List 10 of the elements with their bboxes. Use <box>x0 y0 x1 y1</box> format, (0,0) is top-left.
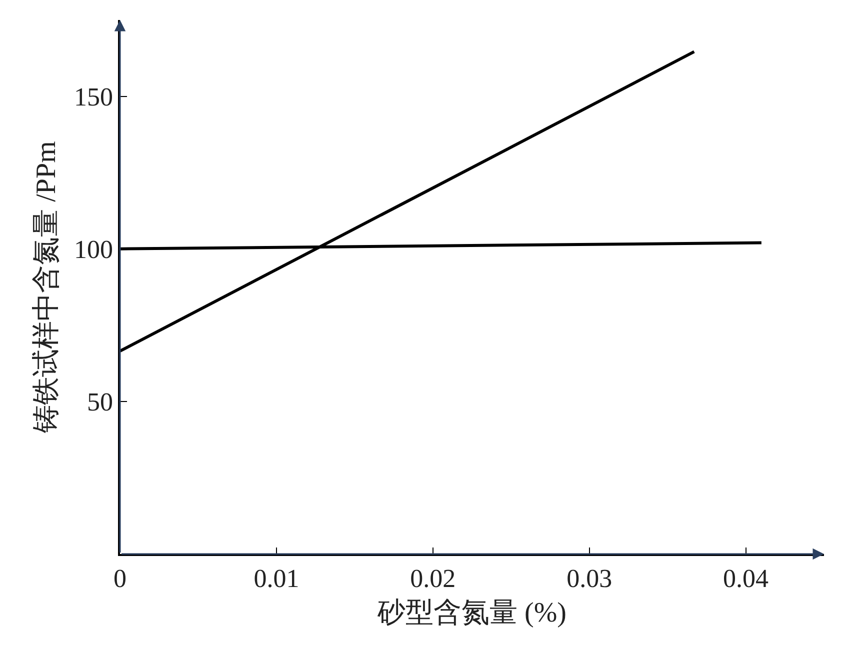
x-tick-label: 0.02 <box>410 564 456 593</box>
x-tick-label: 0 <box>114 564 126 593</box>
y-tick-label: 50 <box>87 388 114 417</box>
x-axis-title: 砂型含氮量 (%) <box>376 598 566 629</box>
y-axis-title: 铸铁试样中含氮量 /PPm <box>31 140 62 434</box>
x-tick-label: 0.04 <box>723 564 769 593</box>
x-tick-label: 0.03 <box>566 564 612 593</box>
y-tick-label: 150 <box>74 82 114 112</box>
x-tick-label: 0.01 <box>254 564 300 593</box>
y-tick-label: 100 <box>74 234 114 264</box>
